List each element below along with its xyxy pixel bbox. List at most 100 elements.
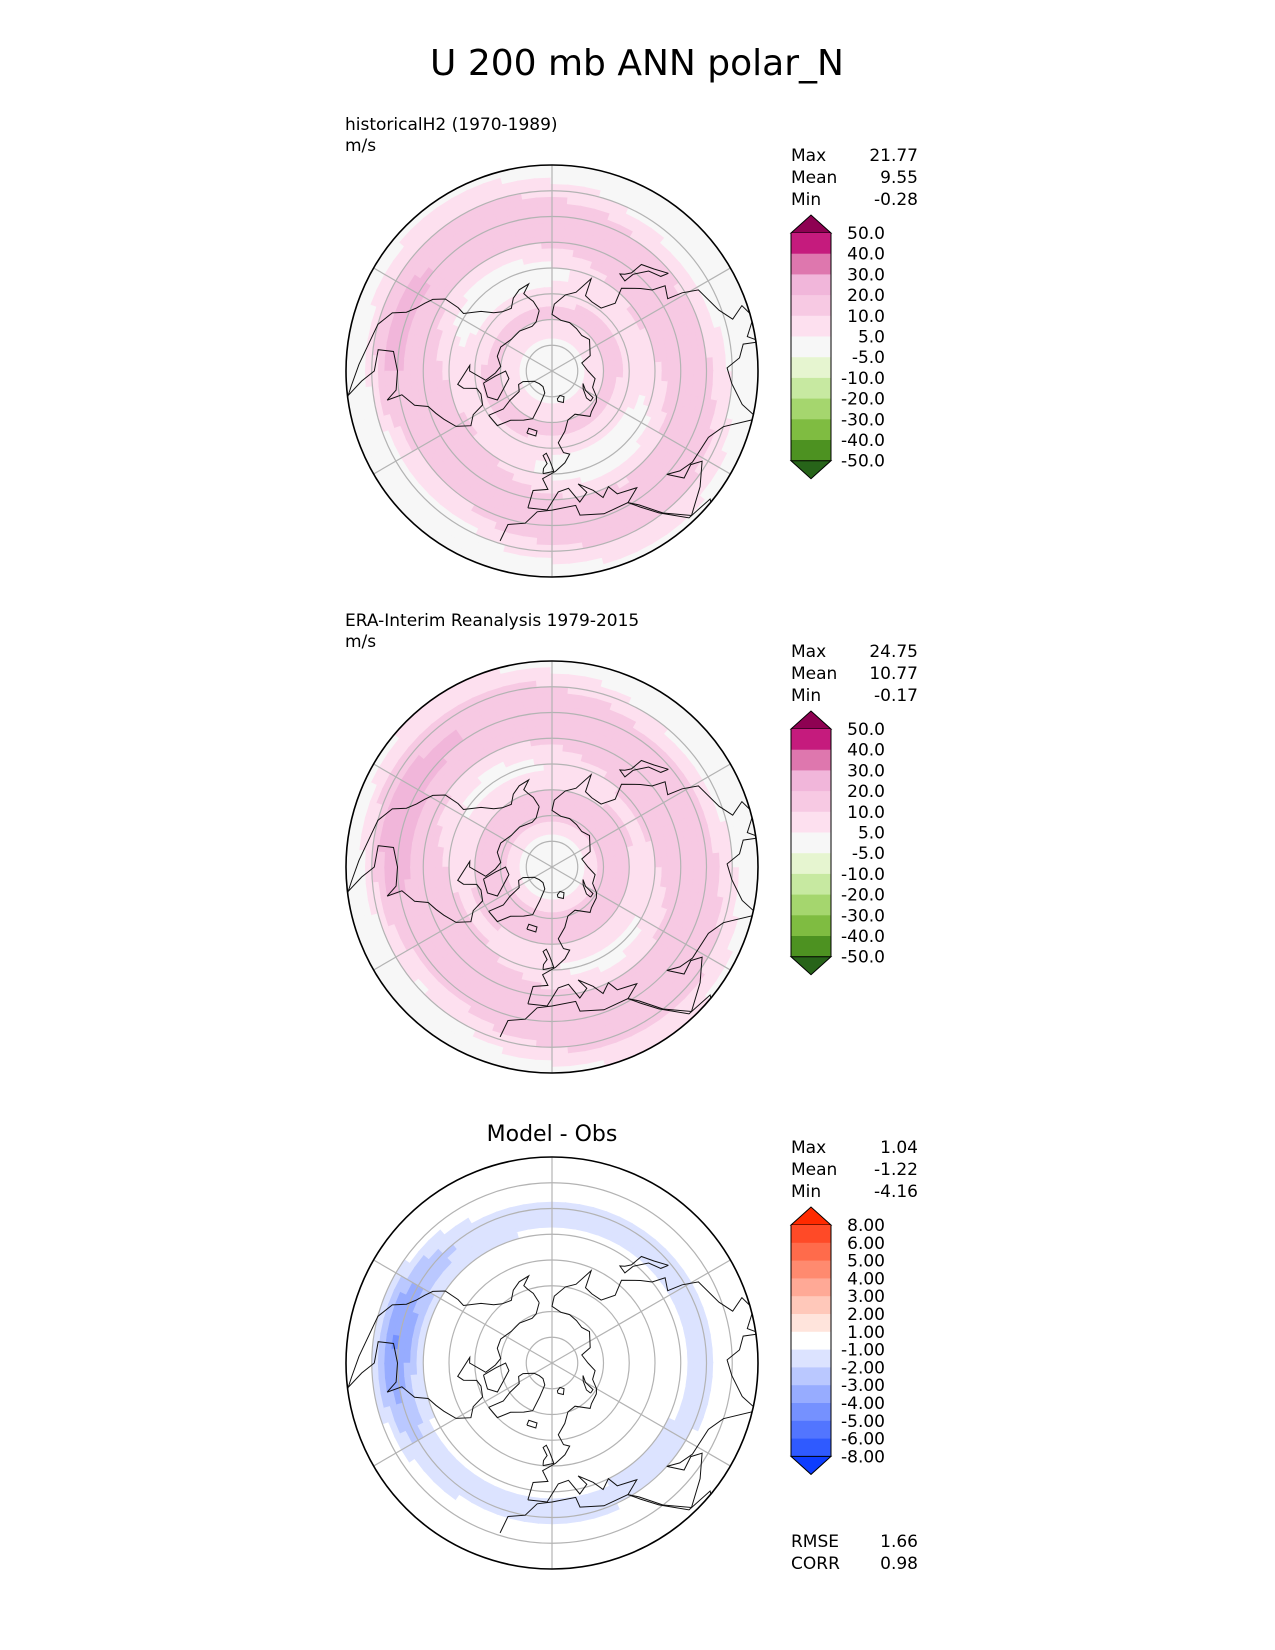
colorbar-segment [791, 873, 831, 895]
colorbar-segment [791, 336, 831, 358]
longitude-line [362, 383, 530, 481]
colorbar-segment [791, 440, 831, 462]
panel-ref: ERA-Interim Reanalysis 1979-2015 m/s Max… [345, 611, 918, 1074]
stat-max-label: Max [791, 146, 826, 166]
colorbar-tick-label: -40.0 [841, 927, 885, 947]
colorbar-tick-label: -40.0 [841, 431, 885, 451]
colorbar-segment [791, 419, 831, 441]
colorbar-segment [791, 398, 831, 420]
longitude-line [529, 357, 553, 372]
stat-mean-value: 9.55 [880, 168, 918, 188]
colorbar-segment [791, 853, 831, 875]
colorbar-tick-label: -5.0 [852, 348, 885, 368]
colorbar-tick-label: 10.0 [847, 803, 885, 823]
colorbar-tick-label: 30.0 [847, 265, 885, 285]
panel-test-units: m/s [345, 136, 376, 156]
stat-max-value: 21.77 [869, 146, 918, 166]
colorbar-tick-label: -50.0 [841, 452, 885, 472]
stat-max-label: Max [791, 642, 826, 662]
colorbar-tick-label: -50.0 [841, 948, 885, 968]
longitude-line [574, 261, 742, 359]
panel-ref-field [346, 661, 758, 1073]
panel-diff: Model - Obs Max 1.04 Mean -1.22 Min -4.1… [345, 1122, 918, 1574]
stat-min-value: -0.17 [874, 686, 918, 706]
colorbar-segment [791, 894, 831, 916]
colorbar-segment [791, 832, 831, 854]
stat-mean-value: 10.77 [869, 664, 918, 684]
colorbar-tick-label: 30.0 [847, 761, 885, 781]
colorbar-segment [791, 791, 831, 813]
panel-test: historicalH2 (1970-1989) m/s Max 21.77 M… [345, 115, 918, 578]
coastline-segment [618, 263, 669, 282]
panel-test-coastline [346, 263, 758, 546]
panel-ref-map [345, 660, 759, 1074]
colorbar-segment [791, 233, 831, 255]
colorbar-tick-label: -10.0 [841, 865, 885, 885]
longitude-line [362, 261, 530, 359]
colorbar-tick-label: 50.0 [847, 720, 885, 740]
colorbar-tick-label: -5.0 [852, 844, 885, 864]
colorbar-tick-label: -10.0 [841, 369, 885, 389]
colorbar-tick-label: 10.0 [847, 307, 885, 327]
coastline-segment [556, 394, 565, 404]
stat-mean-label: Mean [791, 168, 837, 188]
coastline-segment [542, 452, 555, 475]
figure-title: U 200 mb ANN polar_N [430, 43, 844, 84]
colorbar-tick-label: 50.0 [847, 224, 885, 244]
panel-test-map [345, 164, 759, 578]
colorbar-min-extension [789, 956, 833, 976]
panel-diff-title: Model - Obs [487, 1122, 618, 1147]
colorbar-segment [791, 936, 831, 958]
panel-ref-title: ERA-Interim Reanalysis 1979-2015 [345, 611, 639, 631]
longitude-line [551, 357, 575, 372]
coastline-segment [499, 498, 716, 546]
colorbar-segment [791, 811, 831, 833]
coastline-segment [527, 276, 758, 517]
panel-test-field [346, 165, 758, 577]
colorbar-segment [791, 377, 831, 399]
colorbar-tick-label: 40.0 [847, 741, 885, 761]
panel-ref-stats: Max 24.75 Mean 10.77 Min -0.17 [791, 642, 918, 706]
colorbar-segment [791, 729, 831, 751]
stat-mean-label: Mean [791, 664, 837, 684]
colorbar-tick-label: 40.0 [847, 245, 885, 265]
colorbar-max-extension [789, 214, 833, 234]
colorbar-segment [791, 295, 831, 317]
stat-min-label: Min [791, 190, 821, 210]
stat-max-value: 24.75 [869, 642, 918, 662]
colorbar-segment [791, 253, 831, 275]
panel-ref-units: m/s [345, 632, 376, 652]
coastline-segment [483, 370, 510, 401]
panel-ref-colorbar: 50.040.030.020.010.05.0-5.0-10.0-20.0-30… [789, 710, 885, 976]
longitude-line [551, 370, 575, 385]
colorbar-segment [791, 749, 831, 771]
colorbar-min-extension [789, 460, 833, 480]
panel-test-stats: Max 21.77 Mean 9.55 Min -0.28 [791, 146, 918, 210]
colorbar-segment [791, 315, 831, 337]
panel-test-map-boundary [345, 164, 759, 578]
stat-min-label: Min [791, 686, 821, 706]
colorbar-tick-label: 20.0 [847, 286, 885, 306]
stat-min-value: -0.28 [874, 190, 918, 210]
coastline-segment [488, 380, 546, 427]
panel-test-colorbar: 50.040.030.020.010.05.0-5.0-10.0-20.0-30… [789, 214, 885, 480]
coastline-segment [346, 282, 540, 427]
colorbar-segment [791, 274, 831, 296]
colorbar-tick-label: -20.0 [841, 390, 885, 410]
panel-test-title: historicalH2 (1970-1989) [345, 115, 558, 135]
colorbar-segment [791, 915, 831, 937]
panel-diff-map [345, 1156, 759, 1570]
colorbar-segment [791, 770, 831, 792]
longitude-line [574, 383, 742, 481]
colorbar-tick-label: -30.0 [841, 410, 885, 430]
colorbar-tick-label: -30.0 [841, 906, 885, 926]
colorbar-tick-label: 5.0 [858, 824, 885, 844]
colorbar-tick-label: 20.0 [847, 782, 885, 802]
colorbar-segment [791, 357, 831, 379]
coastline-segment [582, 383, 594, 402]
coastline-segment [526, 427, 538, 437]
colorbar-tick-label: -20.0 [841, 886, 885, 906]
colorbar-tick-label: 5.0 [858, 328, 885, 348]
colorbar-max-extension [789, 710, 833, 730]
